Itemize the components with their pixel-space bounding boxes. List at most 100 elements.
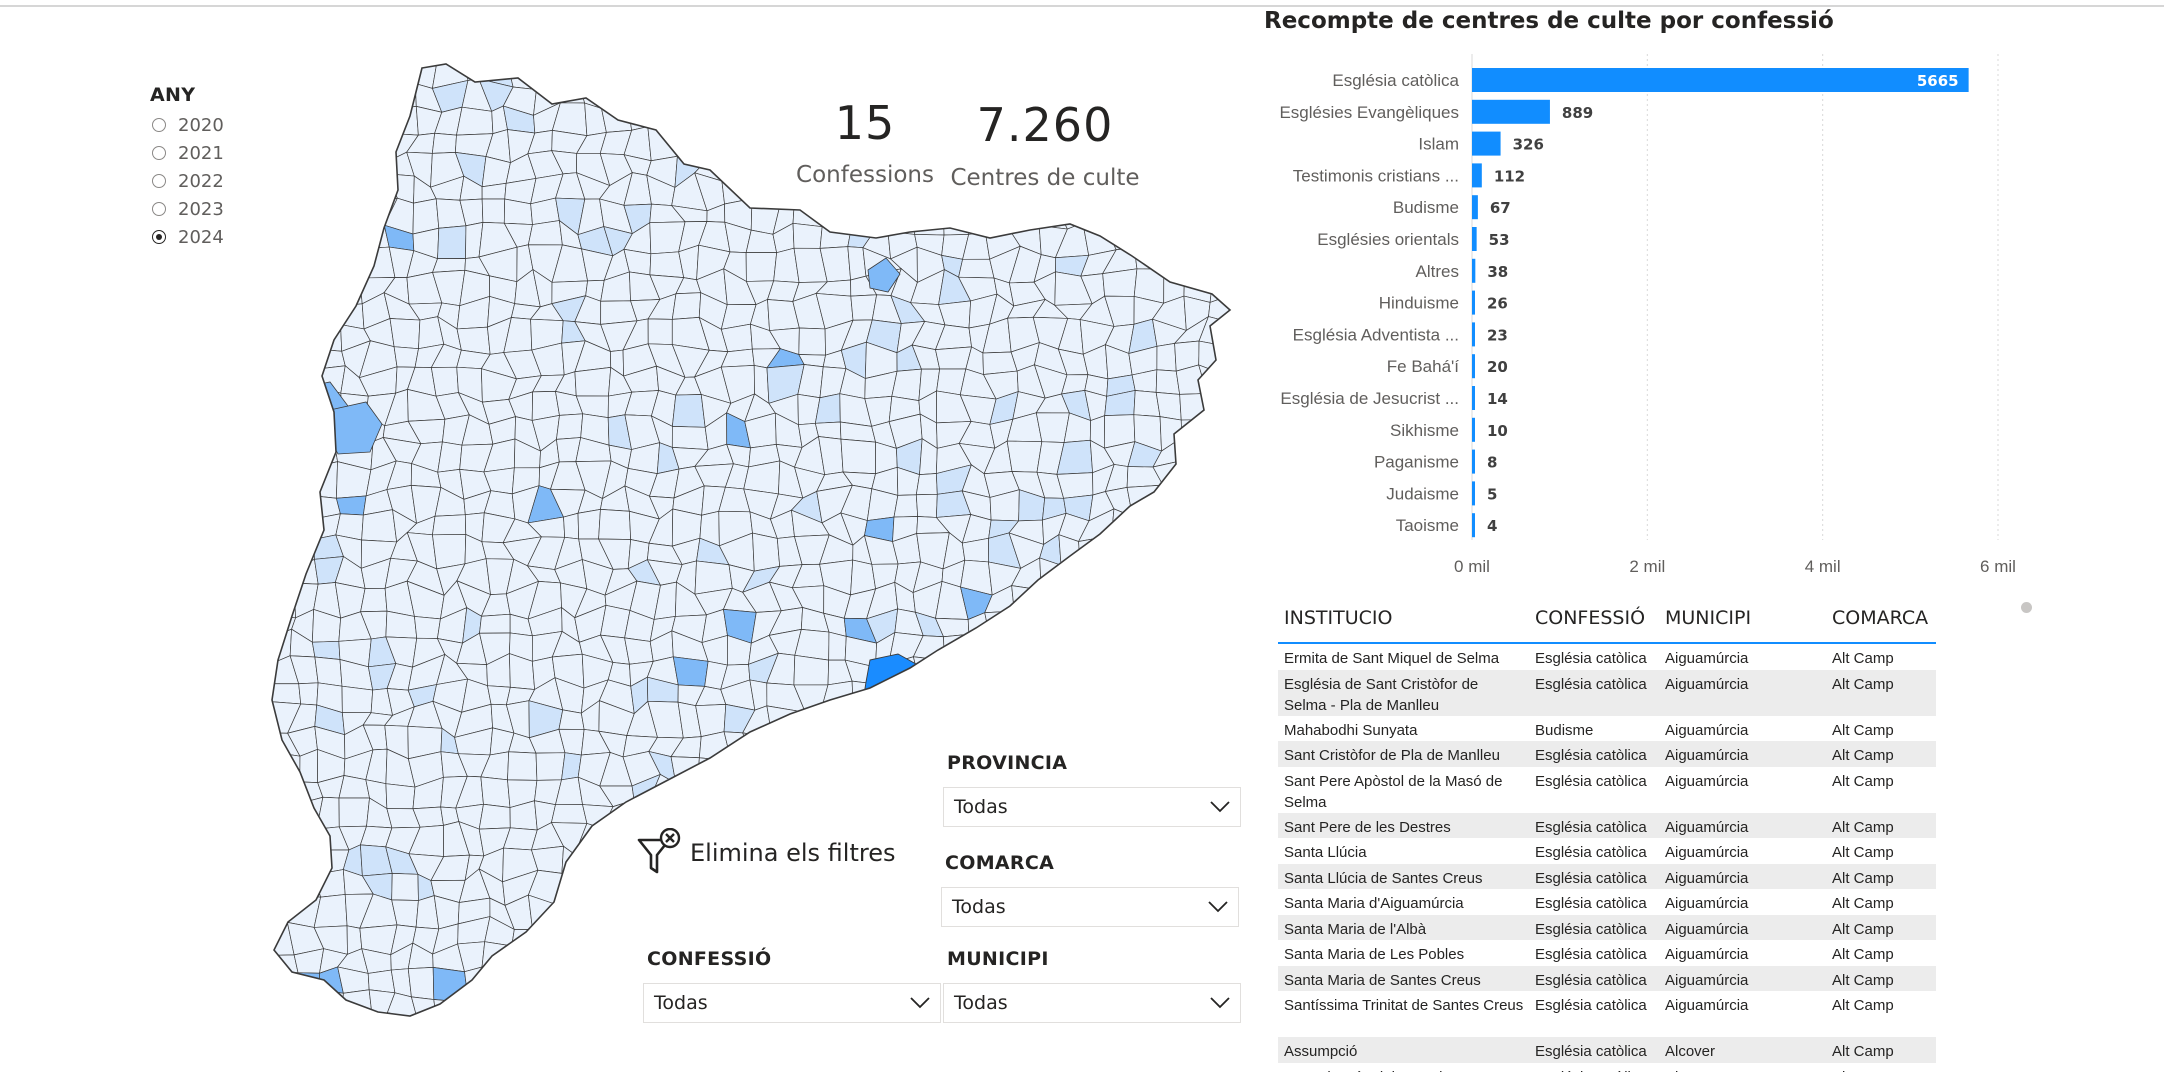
table-row[interactable]: Santa Llúcia Església catòlica Aiguamúrcia… <box>1278 838 1936 864</box>
table-row[interactable]: Assumpció Església catòlica Alcover Alt Cam… <box>1278 1037 1936 1063</box>
municipality <box>1103 580 1139 616</box>
municipality <box>1175 1026 1210 1030</box>
radio-button[interactable] <box>152 230 166 244</box>
table-cell: Aiguamúrcia <box>1665 721 1749 739</box>
radio-button[interactable] <box>152 202 166 216</box>
table-row[interactable]: Mahabodhi Sunyata Budisme Aiguamúrcia Alt C… <box>1278 716 1936 742</box>
table-row[interactable]: Santíssima Trinitat de Santes Creus Esglé… <box>1278 991 1936 1037</box>
institutions-table[interactable]: INSTITUCIO CONFESSIÓ MUNICIPI COMARCA Ermita… <box>1278 600 1936 1072</box>
municipality <box>1102 945 1141 976</box>
municipality <box>552 943 590 971</box>
municipality <box>1062 849 1087 882</box>
column-header[interactable]: MUNICIPI <box>1665 607 1752 629</box>
municipality <box>698 1025 720 1030</box>
municipality <box>1102 632 1133 667</box>
municipality <box>912 924 950 956</box>
municipality <box>675 137 709 159</box>
reset-filters-button[interactable]: Elimina els filtres <box>636 828 895 878</box>
municipality <box>768 758 805 784</box>
municipality <box>1229 244 1230 283</box>
table-cell: Mare de Déu del Remei <box>1284 1067 1524 1073</box>
municipality <box>766 875 802 905</box>
municipality <box>286 437 315 471</box>
year-option-2022[interactable]: 2022 <box>152 169 224 193</box>
municipality <box>814 921 853 949</box>
municipality <box>1038 195 1069 230</box>
radio-button[interactable] <box>152 174 166 188</box>
municipality <box>298 682 319 706</box>
table-row[interactable]: Sant Pere de les Destres Església catòlic… <box>1278 812 1936 838</box>
municipality <box>675 899 702 925</box>
municipality <box>386 992 419 1016</box>
centres-count: 7.260 <box>976 98 1114 152</box>
region-border <box>271 63 1232 1017</box>
municipality <box>335 495 367 516</box>
municipality <box>314 656 343 687</box>
municipality <box>869 64 889 89</box>
table-row[interactable]: Església de Sant Cristòfor de Selma - Pl… <box>1278 669 1936 716</box>
municipality <box>529 928 560 956</box>
municipality <box>1135 824 1166 856</box>
table-cell: Aiguamúrcia <box>1665 650 1749 667</box>
municipality <box>468 993 491 1016</box>
year-option-2021[interactable]: 2021 <box>152 141 224 165</box>
municipality <box>582 943 612 971</box>
table-row[interactable]: Santa Maria d'Aiguamúrcia Església catòli… <box>1278 889 1936 915</box>
municipality <box>744 875 780 908</box>
year-option-2020[interactable]: 2020 <box>152 113 224 137</box>
table-row[interactable]: Santa Llúcia de Santes Creus Església cat… <box>1278 863 1936 889</box>
table-scrollbar-handle[interactable] <box>2021 602 2032 613</box>
municipality <box>828 631 847 661</box>
municipality-map[interactable] <box>270 60 1240 1030</box>
year-option-2023[interactable]: 2023 <box>152 197 224 221</box>
municipality <box>887 205 917 235</box>
municipality <box>1130 64 1164 91</box>
top-divider <box>0 5 2164 7</box>
municipality <box>310 64 344 84</box>
municipality <box>1225 445 1230 476</box>
table-row[interactable]: Sant Cristòfor de Pla de Manlleu Església… <box>1278 741 1936 767</box>
confessio-dropdown[interactable]: Todas <box>643 983 941 1023</box>
municipi-dropdown[interactable]: Todas <box>943 983 1241 1023</box>
municipality <box>335 64 368 92</box>
municipality <box>847 749 877 786</box>
table-cell: Església catòlica <box>1535 997 1647 1014</box>
table-row[interactable]: Sant Pere Apòstol de la Masó de Selma Esg… <box>1278 767 1936 813</box>
radio-button[interactable] <box>152 146 166 160</box>
column-header[interactable]: INSTITUCIO <box>1284 607 1393 629</box>
table-row[interactable]: Santa Maria de Santes Creus Església catò… <box>1278 965 1936 991</box>
municipality <box>1111 824 1140 855</box>
bar <box>1472 99 1550 124</box>
municipality <box>777 127 801 156</box>
radio-button[interactable] <box>152 118 166 132</box>
municipality <box>391 873 419 901</box>
column-header[interactable]: COMARCA <box>1832 607 1929 629</box>
municipality <box>551 804 588 824</box>
table-row[interactable]: Mare de Déu del RemeiEsglésia catòlicaAl… <box>1278 1063 1936 1073</box>
municipality <box>1103 758 1130 784</box>
municipality <box>864 894 893 931</box>
column-header[interactable]: CONFESSIÓ <box>1535 607 1646 629</box>
municipality <box>1225 412 1230 449</box>
municipality <box>1151 249 1186 273</box>
municipality <box>1130 683 1162 716</box>
year-option-2024[interactable]: 2024 <box>152 225 224 249</box>
municipality <box>1104 196 1139 232</box>
municipality <box>1060 564 1090 593</box>
table-row[interactable]: Santa Maria de Les Pobles Església catòli… <box>1278 940 1936 966</box>
comarca-dropdown[interactable]: Todas <box>941 887 1239 927</box>
municipality <box>317 250 348 284</box>
municipality <box>599 1001 636 1016</box>
table-cell: Alt Camp <box>1832 844 1894 861</box>
table-row[interactable]: Ermita de Sant Miquel de Selma Església c… <box>1278 644 1936 670</box>
municipality <box>1139 941 1166 976</box>
municipality <box>626 100 662 131</box>
municipality <box>672 656 709 687</box>
provincia-dropdown[interactable]: Todas <box>943 787 1241 827</box>
table-row[interactable]: Santa Maria de l'Albà Església catòlica Ai… <box>1278 914 1936 940</box>
municipality <box>942 206 973 236</box>
municipality <box>698 64 722 85</box>
municipality <box>963 662 993 688</box>
municipality <box>870 749 899 786</box>
municipality <box>1155 855 1189 880</box>
